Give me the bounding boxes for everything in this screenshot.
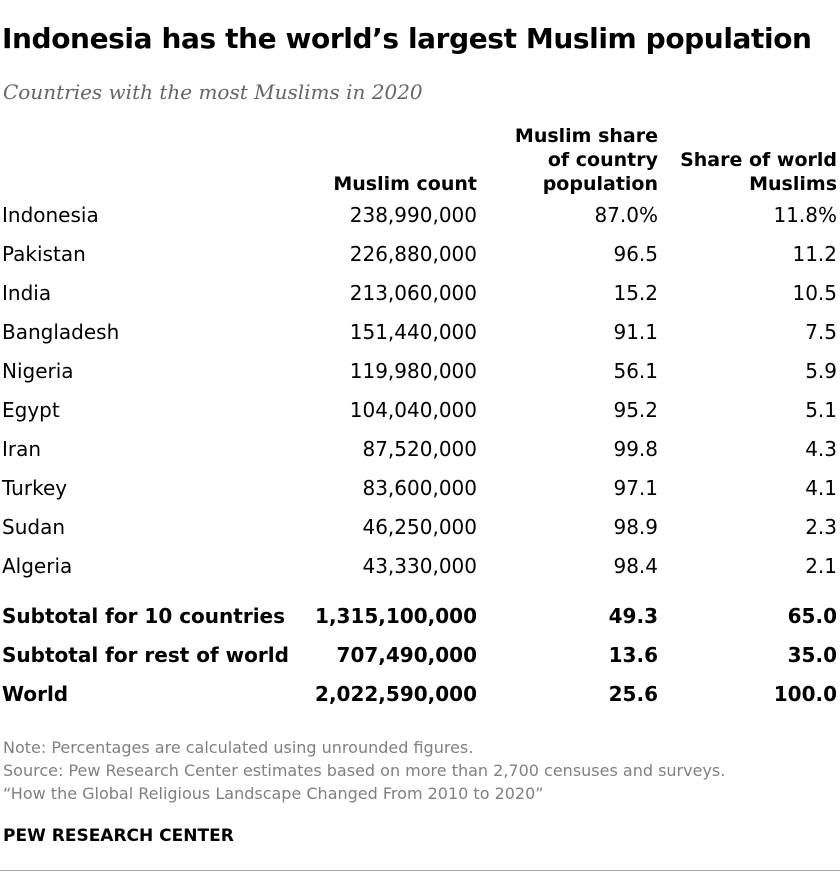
share-of-country-cell: 15.2: [613, 281, 658, 305]
share-of-world-cell: 5.1: [805, 398, 837, 422]
share-of-country-cell: 97.1: [613, 476, 658, 500]
note-text: Note: Percentages are calculated using u…: [3, 738, 474, 757]
country-name-cell: Egypt: [2, 398, 60, 422]
muslim-count-cell: 87,520,000: [362, 437, 477, 461]
share-of-country-cell: 96.5: [613, 242, 658, 266]
muslim-count-cell: 1,315,100,000: [315, 604, 477, 628]
muslim-count-cell: 119,980,000: [349, 359, 477, 383]
share-of-country-cell: 98.9: [613, 515, 658, 539]
header-line: Muslim share: [514, 125, 658, 147]
table-row: Turkey 83,600,000 97.1 4.1: [0, 469, 840, 508]
country-name-cell: Nigeria: [2, 359, 74, 383]
muslim-count-cell: 707,490,000: [336, 643, 477, 667]
column-header-share-of-world: Share of world Muslims: [667, 148, 837, 196]
column-header-muslim-count: Muslim count: [297, 172, 477, 196]
share-of-world-cell: 35.0: [787, 643, 837, 667]
country-name-cell: Indonesia: [2, 203, 99, 227]
header-line: Muslim count: [333, 173, 477, 195]
muslim-count-cell: 226,880,000: [349, 242, 477, 266]
header-line: of country: [547, 149, 658, 171]
chart-subtitle: Countries with the most Muslims in 2020: [3, 80, 423, 104]
share-of-country-cell: 56.1: [613, 359, 658, 383]
total-row: Subtotal for rest of world 707,490,000 13.…: [0, 636, 840, 675]
notes: Note: Percentages are calculated using u…: [3, 736, 725, 805]
pew-logo-text: PEW RESEARCH CENTER: [3, 826, 234, 846]
country-name-cell: Algeria: [2, 554, 73, 578]
share-of-country-cell: 95.2: [613, 398, 658, 422]
share-of-world-cell: 11.8%: [773, 203, 837, 227]
muslim-count-cell: 104,040,000: [349, 398, 477, 422]
country-name-cell: Turkey: [2, 476, 68, 500]
share-of-world-cell: 4.3: [805, 437, 837, 461]
table-row: Egypt 104,040,000 95.2 5.1: [0, 391, 840, 430]
bottom-divider: [0, 870, 840, 871]
muslim-count-cell: 83,600,000: [362, 476, 477, 500]
share-of-country-cell: 13.6: [608, 643, 658, 667]
muslim-count-cell: 151,440,000: [349, 320, 477, 344]
table-row: Indonesia 238,990,000 87.0% 11.8%: [0, 196, 840, 235]
country-name-cell: India: [2, 281, 52, 305]
header-line: Share of world: [680, 149, 837, 171]
country-name-cell: Pakistan: [2, 242, 86, 266]
share-of-world-cell: 11.2: [792, 242, 837, 266]
muslim-count-cell: 238,990,000: [349, 203, 477, 227]
share-of-world-cell: 10.5: [792, 281, 837, 305]
share-of-world-cell: 2.1: [805, 554, 837, 578]
table-row: Algeria 43,330,000 98.4 2.1: [0, 547, 840, 586]
header-line: Muslims: [749, 173, 837, 195]
muslim-count-cell: 46,250,000: [362, 515, 477, 539]
table-row: Sudan 46,250,000 98.9 2.3: [0, 508, 840, 547]
country-name-cell: Subtotal for 10 countries: [2, 604, 286, 628]
table-body: Indonesia 238,990,000 87.0% 11.8% Pakistan 22…: [0, 196, 840, 714]
table-row: Bangladesh 151,440,000 91.1 7.5: [0, 313, 840, 352]
country-name-cell: Bangladesh: [2, 320, 120, 344]
muslim-count-cell: 213,060,000: [349, 281, 477, 305]
share-of-world-cell: 4.1: [805, 476, 837, 500]
share-of-world-cell: 5.9: [805, 359, 837, 383]
share-of-world-cell: 65.0: [787, 604, 837, 628]
chart-title: Indonesia has the world’s largest Muslim…: [2, 22, 812, 55]
table-header: Muslim count Muslim share of country pop…: [0, 120, 840, 196]
share-of-world-cell: 7.5: [805, 320, 837, 344]
table-row: Nigeria 119,980,000 56.1 5.9: [0, 352, 840, 391]
table-row: Pakistan 226,880,000 96.5 11.2: [0, 235, 840, 274]
share-of-world-cell: 2.3: [805, 515, 837, 539]
share-of-country-cell: 87.0%: [594, 203, 658, 227]
table-row: India 213,060,000 15.2 10.5: [0, 274, 840, 313]
report-title-text: “How the Global Religious Landscape Chan…: [3, 784, 544, 803]
total-row: Subtotal for 10 countries 1,315,100,000 49…: [0, 597, 840, 636]
country-name-cell: Iran: [2, 437, 42, 461]
muslim-count-cell: 43,330,000: [362, 554, 477, 578]
table-row: Iran 87,520,000 99.8 4.3: [0, 430, 840, 469]
header-line: population: [542, 173, 658, 195]
country-name-cell: Subtotal for rest of world: [2, 643, 289, 667]
total-row: World 2,022,590,000 25.6 100.0: [0, 675, 840, 714]
share-of-world-cell: 100.0: [773, 682, 837, 706]
share-of-country-cell: 91.1: [613, 320, 658, 344]
data-table: Muslim count Muslim share of country pop…: [0, 120, 840, 714]
share-of-country-cell: 98.4: [613, 554, 658, 578]
section-gap: [0, 586, 840, 597]
share-of-country-cell: 49.3: [608, 604, 658, 628]
country-name-cell: Sudan: [2, 515, 65, 539]
muslim-count-cell: 2,022,590,000: [315, 682, 477, 706]
share-of-country-cell: 99.8: [613, 437, 658, 461]
country-name-cell: World: [2, 682, 69, 706]
column-header-share-of-country: Muslim share of country population: [478, 124, 658, 196]
share-of-country-cell: 25.6: [608, 682, 658, 706]
source-text: Source: Pew Research Center estimates ba…: [3, 761, 726, 780]
